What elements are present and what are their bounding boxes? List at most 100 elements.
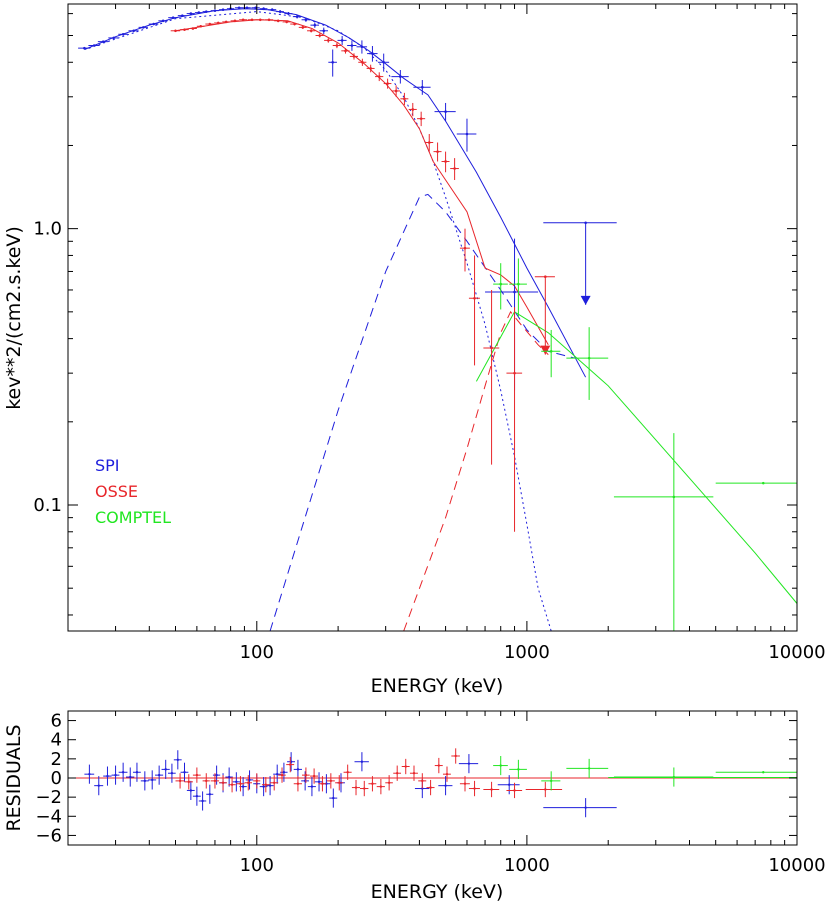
osse-data-point [473, 296, 476, 300]
spi-data-point [295, 15, 299, 18]
osse-residual-point [354, 786, 358, 789]
spi-residual-point [201, 799, 204, 803]
comptel-data-point [672, 495, 676, 499]
spi-data-point [141, 26, 145, 29]
spi-residual-point [195, 794, 199, 798]
osse-residual-point [255, 779, 258, 783]
spi-residual-point [444, 784, 447, 787]
comptel-data-point [761, 481, 765, 485]
spi-residual-point [215, 773, 218, 777]
osse-data-point [544, 275, 547, 279]
osse-residual-point [346, 771, 349, 774]
osse-residual-point [371, 782, 374, 785]
spi-residual-point [275, 772, 279, 776]
spi-residual-point [97, 784, 100, 787]
osse-data-point [191, 27, 195, 30]
spi-data-point [371, 52, 374, 55]
osse-data-point [411, 108, 415, 111]
residuals-y-axis-label: RESIDUALS [3, 724, 25, 831]
osse-residual-point [490, 788, 493, 791]
spi-residual-point [508, 783, 511, 786]
residuals-y-tick-label: −2 [35, 787, 62, 808]
spi-residual-point [332, 796, 335, 800]
osse-data-point [427, 141, 431, 144]
comptel-data-point [549, 349, 553, 353]
spi-data-point [213, 9, 217, 12]
spi-data-point [331, 60, 335, 64]
osse-residual-point [239, 782, 242, 785]
osse-residual-point [338, 781, 341, 784]
comptel-residual-point [587, 767, 591, 770]
spectrum-y-axis-label: kev**2/(cm2.s.keV) [3, 226, 25, 410]
spi-residual-point [241, 785, 245, 788]
spi-data-point [262, 7, 265, 11]
osse-residual-point [404, 765, 407, 768]
residuals-x-tick-label: 100 [240, 855, 274, 876]
osse-residual-point [445, 772, 449, 776]
legend-spi: SPI [95, 456, 120, 475]
spi-data-point [444, 110, 447, 113]
spi-data-point [322, 29, 326, 33]
spectrum-x-tick-label: 100 [240, 642, 274, 663]
osse-residual-point [421, 779, 424, 783]
spi-data-point [245, 6, 249, 10]
spi-data-point [278, 10, 282, 13]
comptel-residual-point [672, 775, 676, 779]
spi-data-point [83, 46, 86, 50]
spectrum-plot-frame [67, 3, 798, 632]
spi-residual-point [176, 758, 180, 762]
spi-residual-point [135, 771, 139, 774]
legend-comptel: COMPTEL [95, 508, 171, 527]
osse-data-point [369, 67, 372, 70]
osse-residual-point [280, 773, 284, 777]
osse-data-point [183, 28, 186, 31]
residuals-y-tick-label: 2 [51, 749, 62, 770]
osse-data-point [224, 20, 228, 24]
spi-data-point [340, 39, 344, 42]
spectrum-panel: 100 1000 10000 1.0 0.1 ENERGY (keV) kev**2/(… [3, 3, 826, 697]
osse-residual-point [329, 779, 333, 783]
osse-data-point [463, 246, 467, 250]
osse-data-point [352, 55, 356, 58]
spi-residual-point [183, 771, 186, 774]
osse-data-point [258, 18, 262, 22]
osse-data-point [276, 19, 280, 23]
residuals-y-tick-label: 4 [51, 730, 62, 751]
spectrum-y-tick-label: 1.0 [33, 219, 62, 240]
spi-data-point [92, 44, 96, 47]
spi-residual-point [282, 771, 286, 774]
residuals-x-axis-label: ENERGY (keV) [371, 881, 504, 903]
osse-data-point [285, 20, 288, 24]
spi-residual-point [189, 789, 193, 792]
residuals-data-points [84, 748, 797, 818]
osse-data-point [327, 39, 330, 42]
spi-residual-point [121, 771, 125, 774]
osse-data-point [318, 34, 322, 37]
osse-data-point [199, 24, 203, 28]
comptel-residual-point [517, 768, 520, 771]
spi-data-point [399, 75, 402, 78]
osse-data-point [309, 29, 313, 33]
osse-residual-point [264, 783, 268, 786]
spi-residual-point [467, 762, 471, 765]
spi-data-point [197, 11, 201, 14]
spi-residual-point [310, 785, 314, 788]
spi-residual-point [208, 793, 212, 796]
spi-residual-point [88, 772, 91, 776]
spi-data-point [237, 6, 241, 10]
osse-residual-point [473, 787, 476, 790]
osse-data-point [444, 160, 447, 163]
osse-data-point [301, 26, 305, 29]
osse-data-point [216, 21, 220, 25]
spectrum-axis-ticks [67, 4, 798, 631]
osse-residual-point [312, 774, 316, 778]
osse-data-point [490, 346, 493, 350]
osse-data-point [513, 371, 516, 375]
osse-residual-point [213, 779, 217, 783]
spi-data-point [181, 14, 184, 17]
spi-residual-point [164, 768, 167, 771]
spi-data-point [121, 32, 125, 36]
comptel-residual-point [762, 771, 765, 774]
residuals-y-tick-label: 0 [51, 768, 62, 789]
